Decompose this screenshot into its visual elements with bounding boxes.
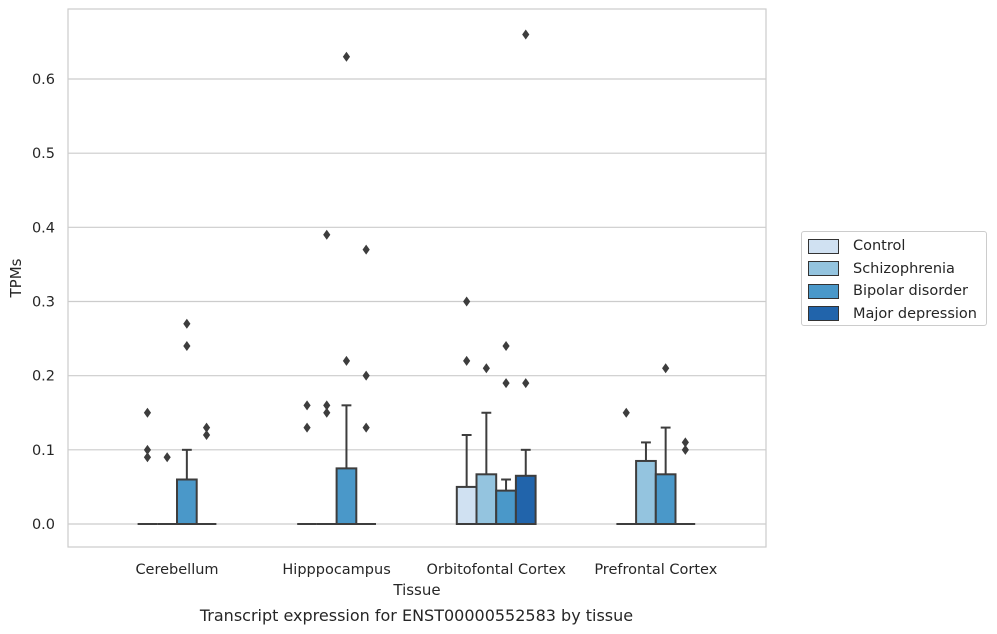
outlier-point (482, 363, 490, 374)
y-tick-label: 0.3 (32, 294, 55, 310)
outlier-point (681, 444, 689, 455)
outlier-point (202, 422, 211, 433)
y-tick-label: 0.0 (32, 517, 55, 533)
x-tick-label: Orbitofontal Cortex (426, 562, 566, 578)
outlier-point (303, 400, 311, 411)
box (356, 244, 376, 525)
box (176, 318, 198, 525)
outlier-point (362, 370, 370, 381)
legend-label: Major depression (853, 305, 977, 322)
box (157, 452, 177, 525)
legend-swatch (808, 283, 839, 299)
y-tick-label: 0.5 (32, 146, 55, 162)
box (297, 400, 317, 525)
legend-swatch (808, 306, 839, 322)
x-axis-label: Tissue (392, 581, 440, 599)
outlier-point (303, 422, 311, 433)
outlier-point (362, 244, 370, 255)
legend-item: Major depression (808, 303, 986, 326)
legend-label: Bipolar disorder (853, 283, 968, 300)
x-tick-label: Cerebellum (135, 562, 218, 578)
outlier-point (463, 296, 471, 307)
outlier-point (183, 318, 191, 329)
box (316, 229, 337, 525)
outlier-point (143, 407, 152, 418)
legend-label: Schizophrenia (853, 260, 955, 277)
box (455, 296, 478, 526)
legend: Control Schizophrenia Bipolar disorder Majo… (801, 231, 987, 326)
outlier-point (342, 51, 351, 62)
box-body (495, 489, 517, 525)
legend-swatch (808, 261, 839, 277)
box-body (475, 473, 498, 525)
outlier-point (202, 429, 211, 440)
x-tick-label: Prefrontal Cortex (594, 562, 717, 578)
outlier-point (622, 407, 630, 418)
box (514, 29, 537, 525)
box-body (654, 473, 677, 525)
figure-caption: Transcript expression for ENST0000055258… (199, 606, 634, 625)
box (196, 422, 217, 525)
box (675, 437, 696, 525)
outlier-point (183, 340, 191, 351)
outlier-point (143, 444, 152, 455)
outlier-point (681, 437, 689, 448)
box-body (455, 485, 478, 526)
box (616, 407, 637, 525)
outlier-point (163, 452, 171, 463)
box (654, 363, 677, 525)
legend-item: Bipolar disorder (808, 280, 986, 303)
legend-label: Control (853, 238, 906, 255)
y-axis-label: TPMs (7, 258, 25, 298)
y-tick-label: 0.4 (32, 220, 55, 236)
y-tick-label: 0.6 (32, 72, 55, 88)
outlier-point (502, 378, 510, 389)
outlier-point (522, 378, 530, 389)
legend-swatch (808, 238, 839, 254)
legend-item: Control (808, 235, 986, 258)
box-body (335, 467, 358, 526)
box (137, 407, 158, 525)
outlier-point (143, 452, 152, 463)
box (335, 51, 358, 526)
y-tick-label: 0.2 (32, 369, 55, 385)
box-body (635, 459, 657, 525)
y-tick-label: 0.1 (32, 443, 55, 459)
outlier-point (323, 407, 331, 418)
outlier-point (463, 355, 471, 366)
box-body (176, 478, 198, 525)
legend-item: Schizophrenia (808, 258, 986, 281)
outlier-point (502, 340, 510, 351)
x-tick-label: Hipppocampus (282, 562, 390, 578)
box-body (514, 474, 537, 525)
plot-area (67, 8, 767, 548)
outlier-point (362, 422, 370, 433)
outlier-point (522, 29, 530, 40)
outlier-point (342, 355, 351, 366)
outlier-point (323, 400, 331, 411)
outlier-point (662, 363, 670, 374)
outlier-point (323, 229, 331, 240)
